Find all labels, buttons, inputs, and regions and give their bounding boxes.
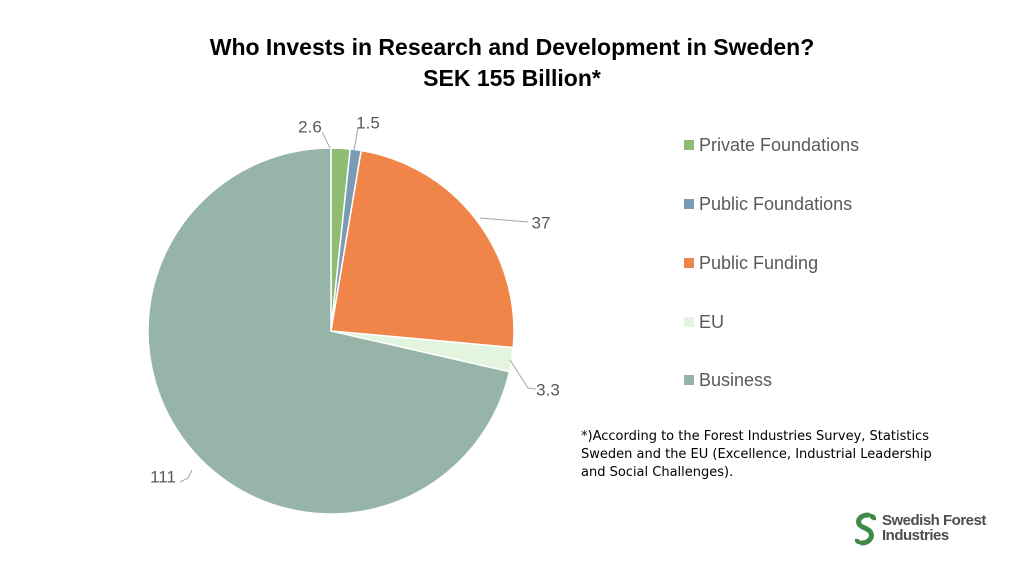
- data-label-business: 111: [150, 467, 176, 486]
- pie-slice-public-funding: [330, 149, 515, 349]
- logo-line1: Swedish Forest: [882, 512, 986, 529]
- leader-line-public-funding: [479, 217, 529, 223]
- legend-swatch-public-foundations: [684, 199, 694, 209]
- leaf-s-icon: [854, 512, 877, 546]
- pie-slice-business: [147, 147, 511, 515]
- legend-label-private-foundations: Private Foundations: [699, 134, 860, 155]
- leader-line-public-foundations: [353, 127, 359, 151]
- logo-text: Swedish Forest Industries: [882, 513, 986, 543]
- pie-slices: [147, 147, 515, 515]
- leader-line-private-foundations: [321, 131, 331, 149]
- pie-leader-lines: [179, 127, 537, 483]
- leader-line-business: [179, 469, 193, 483]
- legend-swatch-business: [684, 375, 694, 385]
- chart-title-line2: SEK 155 Billion*: [423, 65, 601, 91]
- footnote-line3: and Social Challenges).: [581, 465, 734, 480]
- footnote-line1: *)According to the Forest Industries Sur…: [581, 429, 929, 444]
- legend-item-private-foundations: Private Foundations: [684, 130, 859, 160]
- data-label-private-foundations: 2.6: [298, 117, 322, 136]
- legend-swatch-eu: [684, 317, 694, 327]
- legend-label-eu: EU: [699, 311, 725, 332]
- leader-line-eu: [509, 359, 537, 390]
- footnote: *)According to the Forest Industries Sur…: [581, 428, 981, 482]
- legend-label-business: Business: [699, 369, 773, 390]
- footnote-line2: Sweden and the EU (Excellence, Industria…: [581, 447, 932, 462]
- logo: Swedish Forest Industries: [852, 512, 992, 548]
- legend-label-public-foundations: Public Foundations: [699, 193, 853, 214]
- legend-item-eu: EU: [684, 307, 724, 337]
- data-label-eu: 3.3: [536, 380, 560, 399]
- pie-data-labels: 2.6 1.5 37 3.3 111: [150, 113, 560, 486]
- legend-item-public-foundations: Public Foundations: [684, 189, 852, 219]
- legend-item-public-funding: Public Funding: [684, 248, 818, 278]
- data-label-public-funding: 37: [532, 213, 551, 232]
- legend-label-public-funding: Public Funding: [699, 252, 819, 273]
- data-label-public-foundations: 1.5: [356, 113, 380, 132]
- legend-swatch-private-foundations: [684, 140, 694, 150]
- chart-title-line1: Who Invests in Research and Development …: [209, 34, 815, 60]
- chart-title: Who Invests in Research and Development …: [0, 32, 1024, 94]
- legend-swatch-public-funding: [684, 258, 694, 268]
- logo-line2: Industries: [882, 527, 949, 544]
- legend-item-business: Business: [684, 365, 772, 395]
